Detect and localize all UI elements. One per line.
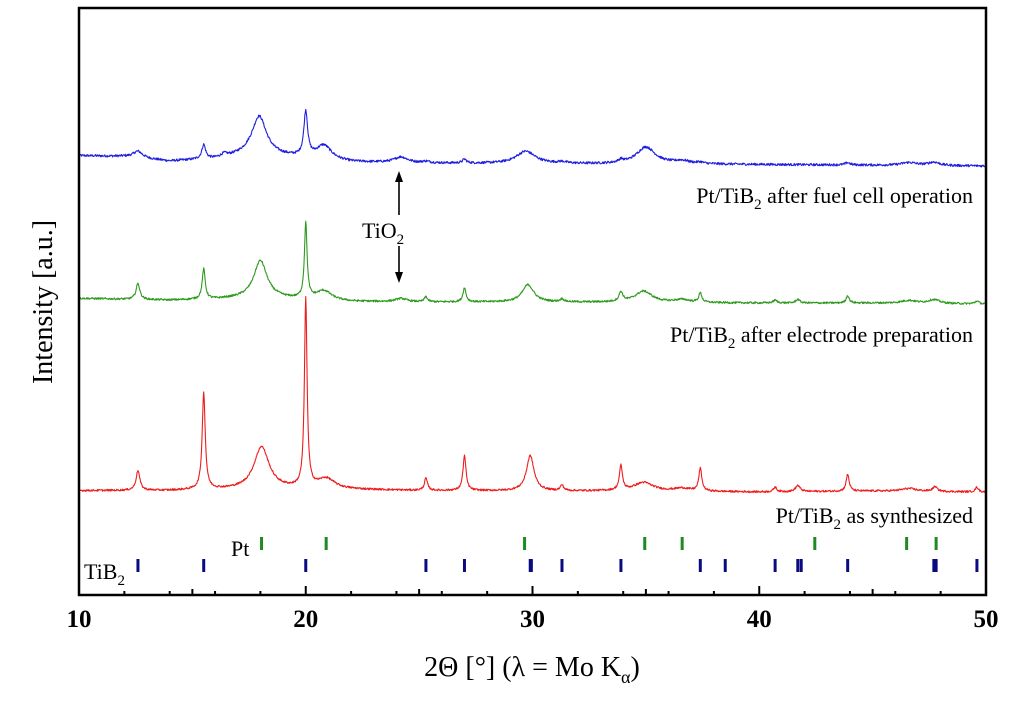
x-tick-label: 40 (747, 606, 772, 633)
tio2-annotation: TiO2 (362, 171, 404, 283)
x-tick-label: 20 (293, 606, 318, 633)
reference-tick-marks (136, 537, 979, 572)
series-label-synthesized: Pt/TiB2 as synthesized (776, 503, 973, 533)
arrow-down-head (395, 272, 403, 283)
x-axis-title: 2Θ [°] (λ = Mo Kα) (424, 652, 640, 687)
x-tick-label: 10 (67, 606, 92, 633)
series-label-fuel-cell: Pt/TiB2 after fuel cell operation (696, 183, 973, 213)
x-tick-label: 30 (520, 606, 545, 633)
x-axis-ticks: 10 20 30 40 50 (67, 586, 999, 633)
tio2-label: TiO2 (362, 218, 404, 248)
tib2-reference-label: TiB2 (84, 559, 125, 589)
series-line-fuel_cell (78, 108, 987, 168)
pt-reference-label: Pt (231, 536, 249, 561)
series-label-electrode: Pt/TiB2 after electrode preparation (670, 322, 973, 352)
x-tick-label: 50 (974, 606, 999, 633)
arrow-up-head (395, 171, 403, 182)
series-line-electrode (78, 220, 987, 305)
series-line-synthesized (78, 296, 987, 494)
diffraction-patterns (78, 108, 987, 494)
y-axis-title: Intensity [a.u.] (28, 220, 59, 384)
